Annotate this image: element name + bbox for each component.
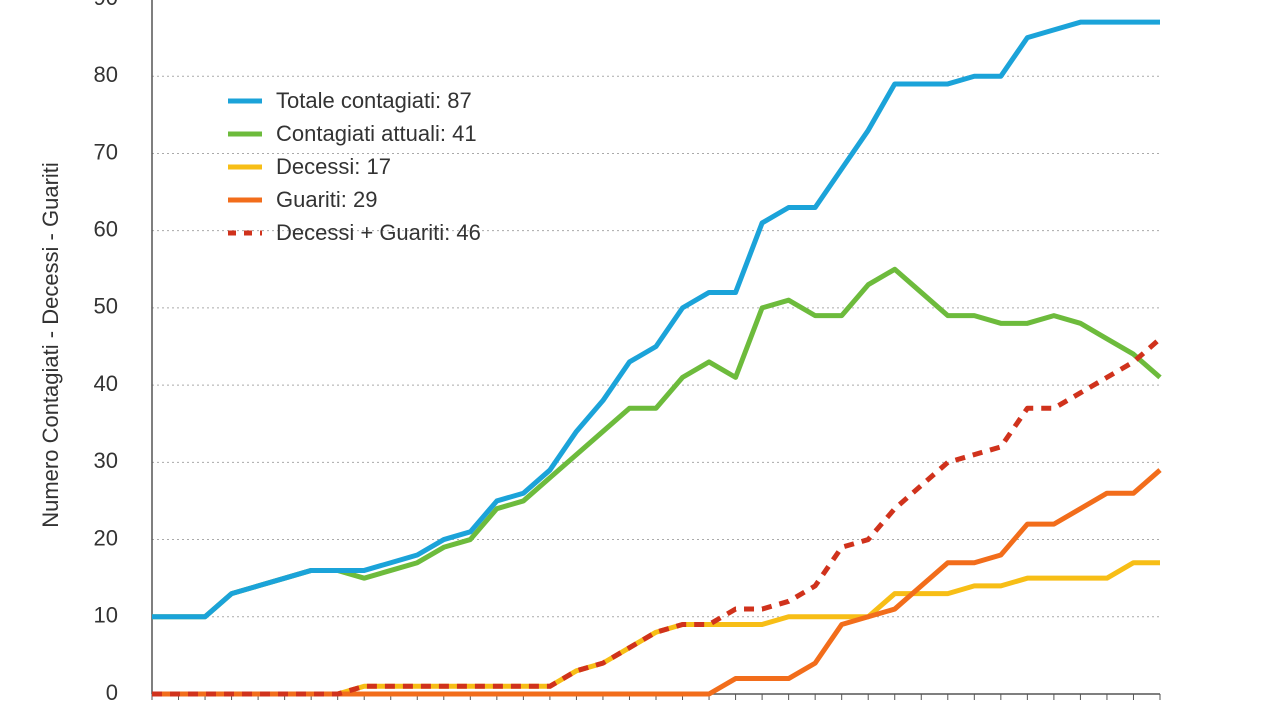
y-tick-label: 30	[94, 448, 118, 473]
y-tick-label: 0	[106, 680, 118, 705]
legend-label: Decessi: 17	[276, 154, 391, 179]
y-axis-label: Numero Contagiati - Decessi - Guariti	[38, 162, 63, 528]
series-line	[152, 266, 1162, 620]
legend-label: Contagiati attuali: 41	[276, 121, 477, 146]
y-tick-label: 70	[94, 139, 118, 164]
series-line	[152, 19, 1160, 620]
series-line	[152, 560, 1160, 697]
legend-label: Decessi + Guariti: 46	[276, 220, 481, 245]
legend-label: Totale contagiati: 87	[276, 88, 472, 113]
y-tick-label: 80	[94, 62, 118, 87]
y-tick-label: 20	[94, 525, 118, 550]
legend-label: Guariti: 29	[276, 187, 378, 212]
y-tick-label: 10	[94, 603, 118, 628]
series-line	[152, 336, 1162, 697]
y-tick-label: 90	[94, 0, 118, 10]
y-tick-label: 50	[94, 294, 118, 319]
y-tick-label: 60	[94, 216, 118, 241]
y-tick-label: 40	[94, 371, 118, 396]
